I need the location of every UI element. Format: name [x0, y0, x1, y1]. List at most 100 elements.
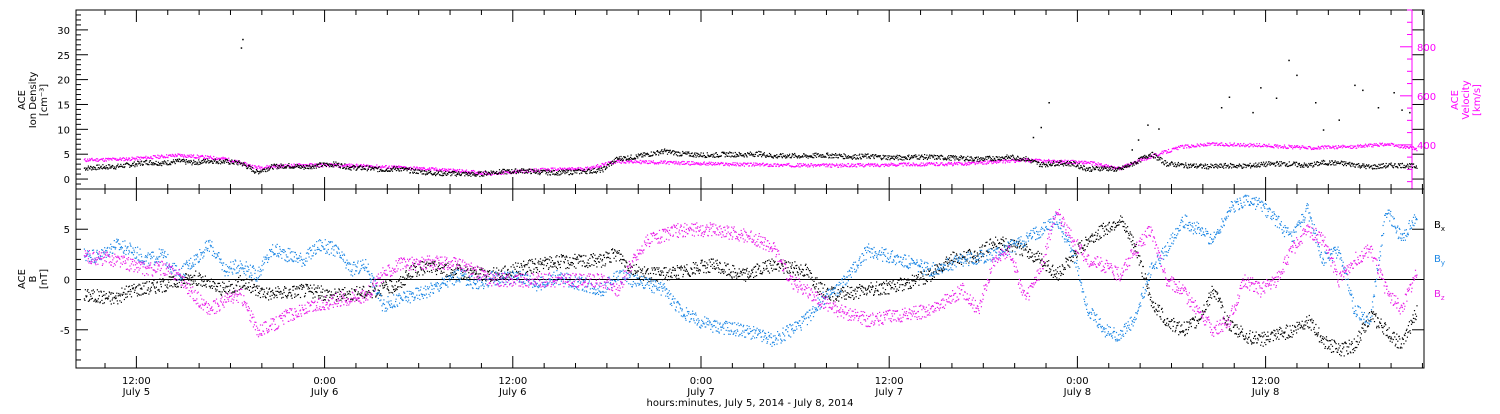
density-point — [237, 162, 238, 163]
velocity-point — [152, 158, 153, 159]
velocity-point — [746, 164, 747, 165]
velocity-point — [1285, 146, 1286, 147]
magnetic-point-bx — [127, 296, 128, 297]
density-point — [796, 156, 797, 157]
density-point — [548, 172, 549, 173]
density-point — [132, 165, 133, 166]
density-point — [655, 152, 656, 153]
density-point — [539, 172, 540, 173]
velocity-point — [700, 163, 701, 164]
magnetic-point-bx — [93, 301, 94, 302]
density-point — [1175, 164, 1176, 165]
density-point — [464, 172, 465, 173]
density-point — [897, 157, 898, 158]
magnetic-point-bx — [121, 302, 122, 303]
velocity-point — [86, 160, 87, 161]
velocity-point — [684, 161, 685, 162]
density-point — [331, 166, 332, 167]
density-point — [336, 165, 337, 166]
velocity-point — [668, 161, 669, 162]
density-point — [417, 169, 418, 170]
density-point — [1036, 161, 1037, 162]
density-point — [862, 154, 863, 155]
magnetic-point-bx — [166, 290, 167, 291]
velocity-point — [718, 163, 719, 164]
velocity-point — [1364, 147, 1365, 148]
density-point — [1066, 165, 1067, 166]
density-point — [227, 160, 228, 161]
density-point — [387, 168, 388, 169]
density-point — [1362, 165, 1363, 166]
density-point — [1337, 161, 1338, 162]
velocity-point — [641, 162, 642, 163]
density-point — [713, 155, 714, 156]
density-point — [959, 159, 960, 160]
density-point — [1329, 160, 1330, 161]
velocity-point — [1355, 146, 1356, 147]
velocity-point — [807, 165, 808, 166]
magnetic-point-bx — [134, 292, 135, 293]
density-point — [716, 156, 717, 157]
density-point — [932, 156, 933, 157]
density-point — [133, 165, 134, 166]
velocity-point — [797, 163, 798, 164]
density-point — [784, 156, 785, 157]
density-point — [958, 159, 959, 160]
velocity-point — [434, 168, 435, 169]
density-point — [663, 151, 664, 152]
velocity-point — [150, 156, 151, 157]
density-point — [520, 172, 521, 173]
velocity-point — [1368, 144, 1369, 145]
velocity-y-tick-label: 800 — [1417, 43, 1436, 54]
density-point — [129, 167, 130, 168]
velocity-point — [1226, 144, 1227, 145]
density-point — [1400, 163, 1401, 164]
density-point — [422, 170, 423, 171]
density-point — [1139, 160, 1140, 161]
density-point — [1266, 165, 1267, 166]
density-point — [453, 171, 454, 172]
density-point — [209, 162, 210, 163]
velocity-point — [838, 167, 839, 168]
velocity-point — [770, 164, 771, 165]
density-point — [213, 163, 214, 164]
density-point — [231, 159, 232, 160]
velocity-point — [410, 167, 411, 168]
density-point — [223, 161, 224, 162]
velocity-point — [798, 166, 799, 167]
velocity-point — [1219, 143, 1220, 144]
density-point — [676, 154, 677, 155]
density-point — [1143, 156, 1144, 157]
density-point — [352, 166, 353, 167]
velocity-point — [848, 163, 849, 164]
magnetic-point-bx — [241, 280, 242, 281]
density-point — [108, 164, 109, 165]
velocity-point — [1248, 144, 1249, 145]
density-point — [926, 155, 927, 156]
density-point — [629, 159, 630, 160]
density-point — [1148, 157, 1149, 158]
velocity-point — [186, 157, 187, 158]
velocity-point — [753, 162, 754, 163]
magnetic-point-bx — [89, 300, 90, 301]
velocity-point — [1073, 160, 1074, 161]
magnetic-point-bx — [222, 291, 223, 292]
density-point — [1323, 164, 1324, 165]
magnetic-point-bx — [249, 290, 250, 291]
magnetic-y-label-line: B — [28, 275, 39, 282]
density-point — [1264, 164, 1265, 165]
velocity-point — [830, 166, 831, 167]
density-point — [1106, 168, 1107, 169]
density-point — [1345, 163, 1346, 164]
density-point — [188, 162, 189, 163]
density-point — [1270, 162, 1271, 163]
density-point — [520, 170, 521, 171]
density-point — [1298, 164, 1299, 165]
velocity-point — [1276, 145, 1277, 146]
density-point — [733, 153, 734, 154]
density-point — [663, 153, 664, 154]
density-point — [1070, 162, 1071, 163]
density-point — [614, 159, 615, 160]
density-point — [674, 151, 675, 152]
